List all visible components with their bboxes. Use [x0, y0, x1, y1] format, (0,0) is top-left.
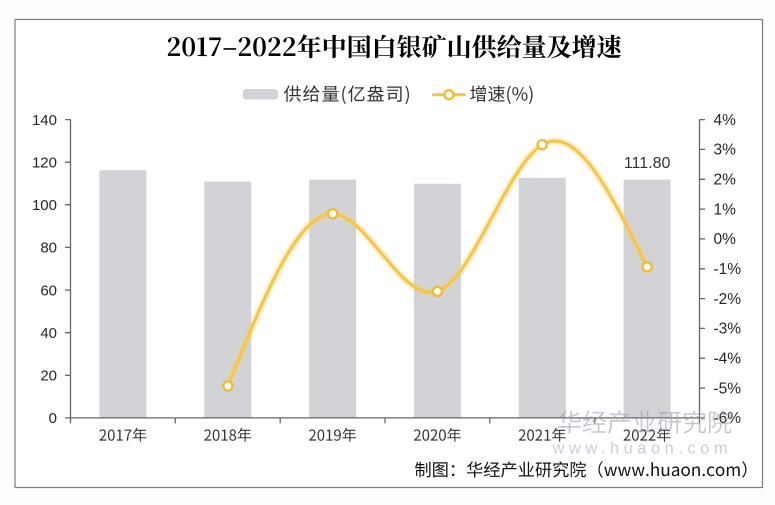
svg-text:-4%: -4% — [714, 351, 742, 368]
svg-text:60: 60 — [40, 282, 57, 299]
svg-text:-1%: -1% — [714, 261, 742, 278]
svg-text:80: 80 — [40, 240, 57, 257]
svg-text:111.80: 111.80 — [624, 155, 671, 172]
svg-text:0%: 0% — [714, 231, 737, 248]
svg-text:www.huaon.com: www.huaon.com — [552, 440, 733, 458]
svg-text:0: 0 — [49, 410, 57, 427]
svg-text:40: 40 — [40, 325, 57, 342]
svg-text:-5%: -5% — [714, 380, 742, 397]
svg-text:1%: 1% — [714, 201, 737, 218]
svg-text:100: 100 — [32, 197, 57, 214]
svg-text:20: 20 — [40, 368, 57, 385]
svg-text:140: 140 — [32, 112, 57, 129]
svg-text:-3%: -3% — [714, 321, 742, 338]
svg-text:2%: 2% — [714, 172, 737, 189]
svg-text:4%: 4% — [714, 112, 737, 129]
svg-text:120: 120 — [32, 155, 57, 172]
svg-text:-2%: -2% — [714, 291, 742, 308]
svg-text:3%: 3% — [714, 142, 737, 159]
